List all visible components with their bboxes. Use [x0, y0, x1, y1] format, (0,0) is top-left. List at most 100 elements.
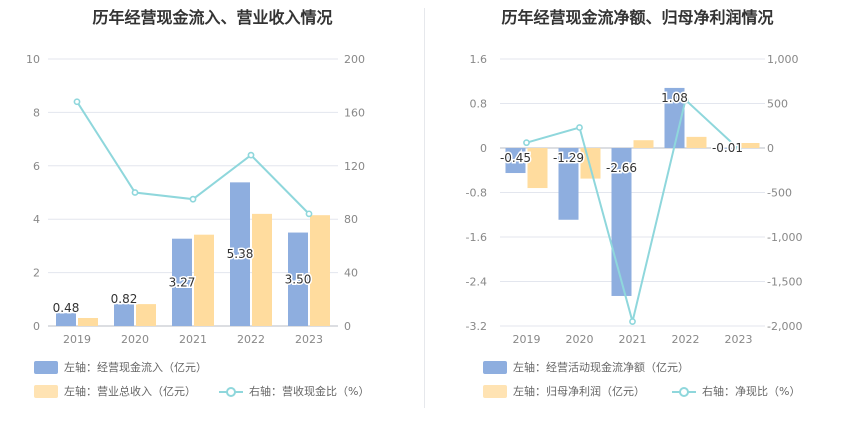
left-axis-tick-label: -1.6 — [466, 231, 487, 244]
right-chart-panel: 历年经营现金流净额、归母净利润情况 -3.2 -2.4 -1.6 -0.8 0 0.8 1.… — [425, 0, 850, 437]
bar-secondary — [310, 215, 330, 326]
left-axis-tick-label: -0.8 — [466, 187, 487, 200]
left-axis-tick-label: 0 — [480, 142, 487, 155]
bar-primary — [172, 238, 192, 326]
legend-line-swatch — [672, 385, 696, 398]
left-axis-tick-label: 1.6 — [470, 53, 488, 66]
x-axis-tick-label: 2020 — [566, 333, 594, 346]
chart-title: 历年经营现金流入、营业收入情况 — [92, 8, 333, 27]
bar-data-label: -2.66 — [606, 161, 637, 175]
left-axis-tick-label: 4 — [33, 213, 40, 226]
line-point — [735, 145, 742, 153]
chart-plot-area: 0 2 4 6 8 10 0 40 80 120 160 200 2019 2020 2021 2022 202… — [26, 53, 365, 346]
legend-item-cash-inflow[interactable]: 左轴：经营现金流入（亿元） — [34, 359, 207, 375]
bar-secondary — [739, 142, 760, 148]
right-axis-tick-label: -1,000 — [767, 231, 802, 244]
legend-label: 左轴：经营活动现金流净额（亿元） — [513, 361, 689, 374]
chart-title: 历年经营现金流净额、归母净利润情况 — [501, 8, 774, 27]
right-axis-tick-label: 120 — [344, 160, 365, 173]
right-axis-tick-label: 160 — [344, 106, 365, 119]
legend-label: 右轴：净现比（%） — [702, 385, 801, 398]
right-axis-tick-label: 500 — [767, 98, 788, 111]
left-axis-tick-label: 8 — [33, 106, 40, 119]
bar-primary — [664, 87, 685, 148]
x-axis-tick-label: 2019 — [63, 333, 91, 346]
left-axis-tick-label: 6 — [33, 160, 40, 173]
legend-item-revenue[interactable]: 左轴：营业总收入（亿元） — [34, 383, 196, 399]
legend-item-net-cash-flow[interactable]: 左轴：经营活动现金流净额（亿元） — [483, 359, 689, 375]
bar-data-label: 0.48 — [53, 301, 80, 315]
line-point — [576, 124, 583, 131]
right-axis-tick-label: 0 — [767, 142, 774, 155]
legend-label: 左轴：归母净利润（亿元） — [513, 385, 645, 398]
left-chart-panel: 历年经营现金流入、营业收入情况 0 2 4 6 8 10 0 40 80 120 160 200 201… — [26, 8, 369, 399]
legend-swatch — [34, 384, 58, 398]
left-axis-tick-label: 0 — [33, 320, 40, 333]
right-axis-tick-label: 0 — [344, 320, 351, 333]
line-point — [189, 195, 197, 203]
legend-label: 右轴：营收现金比（%） — [249, 385, 370, 398]
bar-primary — [505, 148, 526, 174]
x-axis-tick-label: 2019 — [513, 333, 541, 346]
bar-primary — [230, 182, 250, 326]
x-axis-tick-label: 2023 — [725, 333, 753, 346]
right-axis-tick-label: 1,000 — [767, 53, 799, 66]
bar-secondary — [252, 213, 272, 326]
bar-secondary — [194, 234, 214, 326]
bar-data-label: 0.82 — [111, 292, 138, 306]
bar-data-label: 5.38 — [227, 247, 254, 261]
x-axis-tick-label: 2021 — [179, 333, 207, 346]
bar-secondary — [136, 304, 156, 326]
line-point — [247, 151, 255, 159]
right-axis-tick-label: -2,000 — [767, 320, 802, 333]
bar-data-label: -1.29 — [553, 151, 584, 165]
line-point — [629, 318, 636, 325]
bar-primary — [56, 313, 76, 326]
left-axis-tick-label: -2.4 — [466, 276, 487, 289]
legend-swatch — [34, 360, 58, 374]
bar-primary — [288, 232, 308, 326]
bar-secondary — [580, 148, 601, 179]
left-axis-tick-label: 10 — [26, 53, 40, 66]
bar-secondary — [527, 148, 548, 189]
chart-plot-area: -3.2 -2.4 -1.6 -0.8 0 0.8 1.6 -2,000 -1,500 -1,00… — [466, 53, 803, 346]
line-point — [73, 98, 81, 106]
bar-data-label: 1.08 — [661, 91, 688, 105]
legend-item-net-profit[interactable]: 左轴：归母净利润（亿元） — [483, 383, 645, 399]
x-axis-tick-label: 2020 — [121, 333, 149, 346]
right-axis-tick-label: 40 — [344, 267, 358, 280]
bar-secondary — [633, 140, 654, 148]
bar-primary — [558, 148, 579, 220]
bar-primary — [611, 148, 632, 296]
x-axis-tick-label: 2022 — [237, 333, 265, 346]
line-point — [305, 210, 313, 218]
bar-secondary — [686, 136, 707, 148]
line-point — [523, 139, 530, 147]
line-series — [526, 98, 740, 322]
x-axis-tick-label: 2022 — [672, 333, 700, 346]
bar-data-label: -0.45 — [500, 151, 531, 165]
left-axis-tick-label: -3.2 — [466, 320, 487, 333]
left-axis-tick-label: 0.8 — [470, 98, 488, 111]
legend-item-cash-revenue-ratio[interactable]: 右轴：营收现金比（%） — [219, 383, 369, 399]
bar-data-label: -0.01 — [712, 141, 743, 155]
bar-primary — [114, 304, 134, 326]
legend-line-swatch — [219, 385, 243, 398]
legend-swatch — [483, 360, 507, 374]
x-axis-tick-label: 2021 — [619, 333, 647, 346]
left-axis-tick-label: 2 — [33, 267, 40, 280]
right-axis-tick-label: 200 — [344, 53, 365, 66]
line-point — [131, 189, 139, 196]
right-axis-tick-label: -1,500 — [767, 276, 802, 289]
line-point — [682, 96, 689, 104]
legend-item-net-cash-ratio[interactable]: 右轴：净现比（%） — [672, 383, 800, 399]
right-axis-tick-label: -500 — [767, 187, 792, 200]
x-axis-tick-label: 2023 — [295, 333, 323, 346]
bar-secondary — [78, 317, 98, 326]
legend-swatch — [483, 384, 507, 398]
right-axis-tick-label: 80 — [344, 213, 358, 226]
legend-label: 左轴：经营现金流入（亿元） — [64, 361, 207, 374]
legend-label: 左轴：营业总收入（亿元） — [64, 385, 196, 398]
panel-divider — [424, 8, 425, 408]
bar-primary — [717, 148, 738, 149]
